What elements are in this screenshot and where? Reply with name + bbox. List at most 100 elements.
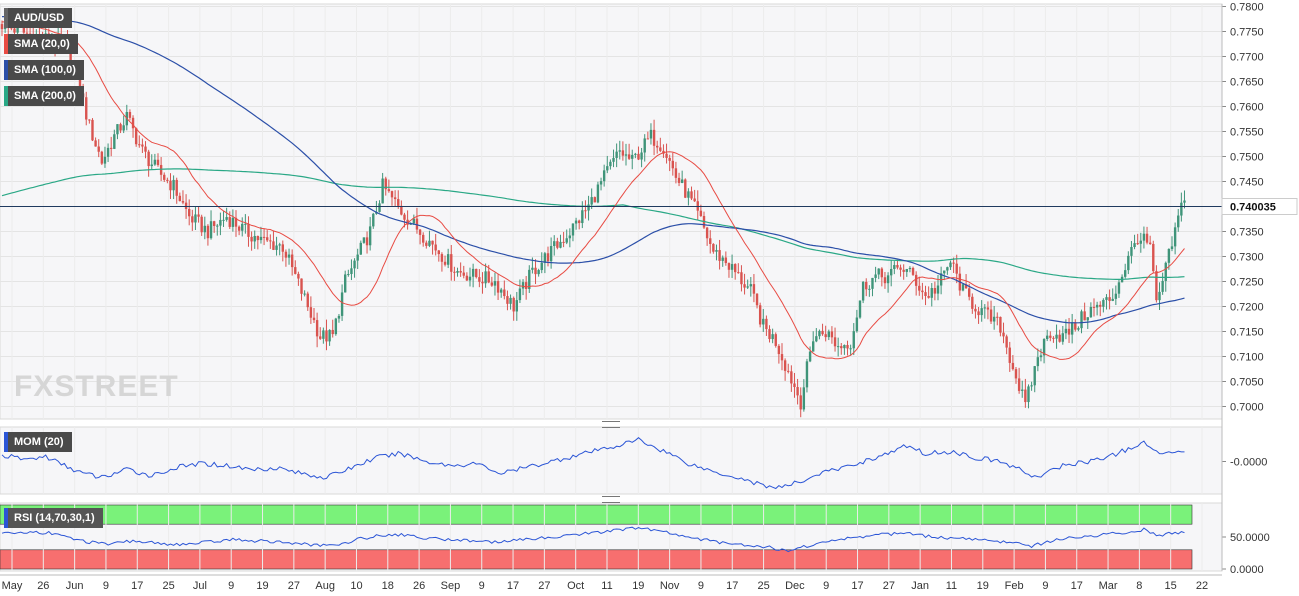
time-tick-label: 8 [1136, 580, 1142, 592]
candle-body [231, 217, 235, 227]
candle-body [290, 254, 294, 268]
candle-body [1070, 322, 1074, 335]
candle-body [746, 286, 749, 288]
candle-body [1117, 282, 1121, 294]
candle-body [1021, 389, 1024, 391]
candle-body [1158, 291, 1161, 301]
candle-body [977, 311, 980, 316]
price-tick-label: 0.7000 [1230, 402, 1264, 414]
candle-body [256, 236, 260, 241]
candle-body [428, 240, 431, 246]
time-tick-label: 18 [382, 580, 394, 592]
candle-body [390, 191, 394, 198]
candle-body [996, 316, 999, 318]
candle-body [771, 334, 774, 340]
candle-body [1005, 336, 1008, 348]
candle-body [1155, 271, 1158, 301]
candle-body [815, 336, 818, 342]
candle-body [989, 309, 993, 322]
price-tick-label: 0.7100 [1230, 352, 1264, 364]
pane-resize-handle-1[interactable] [602, 421, 620, 428]
candle-body [453, 271, 456, 273]
candle-body [128, 111, 132, 118]
candle-body [640, 152, 643, 160]
candle-body [836, 346, 840, 348]
candle-body [1049, 335, 1052, 338]
candle-body [85, 97, 88, 120]
candle-body [855, 317, 859, 332]
rsi-legend[interactable]: RSI (14,70,30,1) [4, 508, 103, 528]
candle-body [172, 179, 175, 191]
candle-body [284, 251, 288, 258]
candle-body [297, 273, 300, 279]
candle-body [849, 348, 852, 350]
candle-body [830, 331, 834, 338]
time-tick-label: 15 [1165, 580, 1177, 592]
sma20-legend[interactable]: SMA (20,0) [4, 34, 78, 54]
candle-body [743, 284, 746, 288]
time-tick-label: 9 [103, 580, 109, 592]
candle-body [216, 225, 219, 227]
candle-body [365, 237, 369, 246]
candle-body [225, 217, 228, 220]
candle-body [783, 360, 787, 371]
candle-body [359, 242, 362, 255]
candle-body [699, 210, 703, 217]
candle-body [905, 269, 908, 272]
candle-body [1033, 366, 1036, 386]
candle-body [353, 260, 356, 269]
candle-body [871, 277, 874, 289]
candle-body [509, 297, 512, 304]
candle-body [911, 267, 915, 275]
candle-body [178, 195, 182, 202]
pane-resize-handle-2[interactable] [602, 496, 620, 503]
time-tick-label: 17 [131, 580, 143, 592]
momentum-line [1, 437, 1185, 490]
momentum-legend[interactable]: MOM (20) [4, 432, 72, 452]
candle-body [908, 267, 912, 270]
candle-body [590, 197, 593, 205]
candle-body [266, 237, 269, 241]
candle-body [599, 181, 603, 185]
time-tick-label: 9 [1042, 580, 1048, 592]
candle-body [1152, 243, 1155, 272]
candle-body [110, 147, 113, 149]
candle-body [1180, 202, 1183, 216]
candle-body [440, 254, 444, 262]
candle-body [512, 297, 515, 312]
candle-body [868, 288, 871, 290]
candle-body [737, 272, 740, 274]
price-tick-label: 0.7150 [1230, 327, 1264, 339]
candle-body [1002, 332, 1005, 337]
candle-body [1027, 386, 1030, 403]
time-tick-label: 19 [256, 580, 268, 592]
sma100-legend[interactable]: SMA (100,0) [4, 60, 84, 80]
candle-body [203, 225, 206, 233]
candle-body [581, 210, 584, 224]
time-tick-label: 19 [632, 580, 644, 592]
candle-body [309, 307, 313, 318]
candle-body [721, 257, 724, 261]
instrument-label[interactable]: AUD/USD [4, 8, 73, 28]
candle-body [122, 125, 125, 131]
sma200-legend[interactable]: SMA (200,0) [4, 86, 84, 106]
candle-body [191, 216, 194, 223]
candle-body [886, 275, 890, 284]
candle-body [287, 254, 291, 258]
candle-body [902, 269, 905, 272]
candle-body [718, 250, 721, 261]
candle-body [765, 318, 768, 330]
candle-body [780, 354, 784, 361]
candle-body [1130, 247, 1133, 256]
candle-body [684, 179, 687, 198]
candle-body [1074, 322, 1077, 330]
candle-body [475, 268, 478, 278]
candle-body [88, 119, 91, 121]
candle-body [156, 159, 160, 165]
time-tick-label: 22 [1196, 580, 1208, 592]
candle-body [587, 204, 590, 211]
time-tick-label: 9 [479, 580, 485, 592]
candle-body [777, 345, 781, 355]
candle-body [116, 124, 119, 135]
